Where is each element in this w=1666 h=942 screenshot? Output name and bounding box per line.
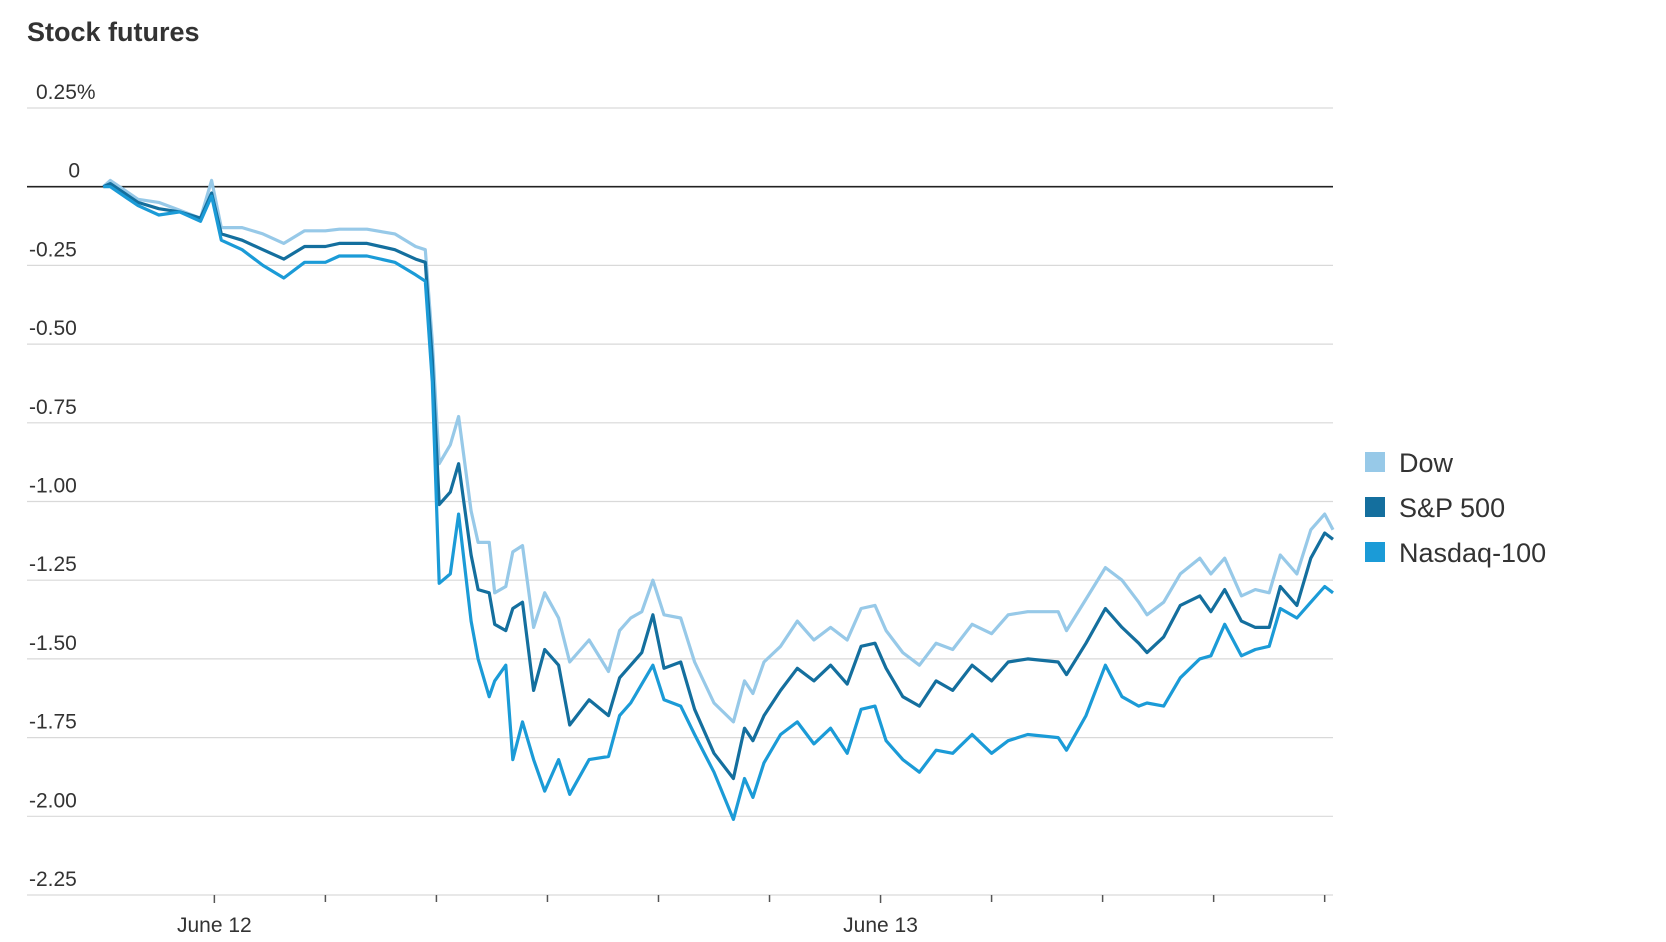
y-tick-label: 0 (68, 160, 80, 183)
y-tick-label: -1.75 (29, 711, 77, 734)
legend-label: S&P 500 (1399, 493, 1505, 523)
y-tick-label: -1.25 (29, 553, 77, 576)
y-tick-label: -2.25 (29, 868, 77, 891)
series-line (102, 178, 1335, 724)
y-tick-label: -2.00 (29, 789, 77, 812)
legend-swatch (1365, 497, 1385, 517)
x-tick-label: June 13 (843, 914, 918, 937)
chart-title: Stock futures (27, 17, 200, 47)
y-tick-label: -0.50 (29, 317, 77, 340)
y-tick-label: -1.00 (29, 475, 77, 498)
y-tick-label: 0.25% (36, 81, 96, 104)
legend-swatch (1365, 542, 1385, 562)
legend-swatch (1365, 452, 1385, 472)
y-tick-label: -0.75 (29, 396, 77, 419)
series-line (102, 182, 1334, 781)
legend-label: Dow (1399, 448, 1454, 478)
legend-label: Nasdaq-100 (1399, 538, 1546, 568)
y-tick-label: -0.25 (29, 238, 77, 261)
y-tick-label: -1.50 (29, 632, 77, 655)
series-line (103, 185, 1334, 821)
x-tick-label: June 12 (177, 914, 252, 937)
